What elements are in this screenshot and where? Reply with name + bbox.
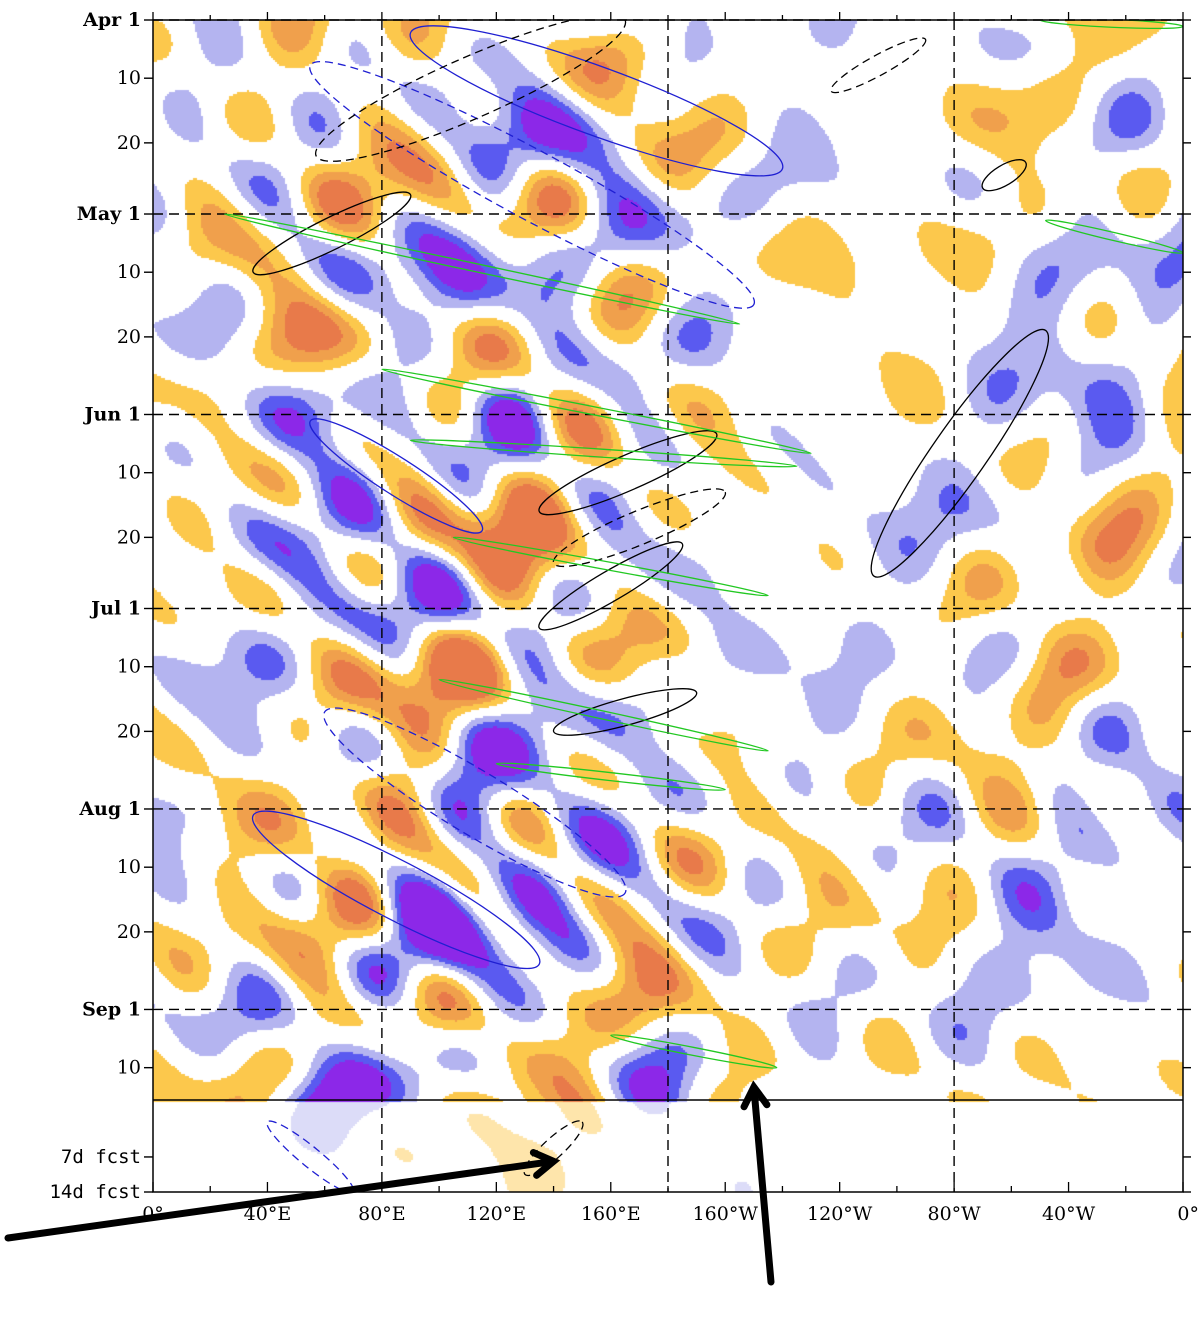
- contour-ellipse: [1045, 219, 1183, 254]
- y-tick-label: Aug 1: [78, 798, 141, 820]
- contour-ellipse: [538, 430, 718, 516]
- contour-ellipse: [438, 678, 769, 752]
- contour-ellipse: [309, 60, 756, 309]
- y-tick-label: 10: [117, 856, 141, 878]
- x-tick-label: 80°E: [358, 1203, 406, 1225]
- annotation-arrow-shaft: [750, 1089, 775, 1286]
- contour-ellipse: [495, 762, 726, 791]
- y-tick-label: 20: [117, 132, 141, 154]
- contour-ellipse: [830, 37, 927, 94]
- contour-ellipse: [309, 418, 484, 534]
- contour-ellipse: [523, 1120, 584, 1177]
- x-tick-label: 120°E: [467, 1203, 527, 1225]
- contour-ellipse: [252, 191, 412, 276]
- contour-ellipse: [266, 1120, 355, 1192]
- y-tick-label: May 1: [77, 203, 141, 225]
- y-tick-label: 20: [117, 526, 141, 548]
- contour-ellipse: [610, 1034, 778, 1069]
- y-tick-label: 20: [117, 326, 141, 348]
- contour-ellipse: [552, 488, 727, 568]
- y-tick-label: Jun 1: [83, 403, 141, 425]
- x-tick-label: 120°W: [807, 1203, 873, 1225]
- x-tick-label: 80°W: [928, 1203, 982, 1225]
- annotation-arrow-head: [529, 1149, 561, 1179]
- y-tick-label: Sep 1: [82, 998, 141, 1020]
- y-tick-label: 10: [117, 67, 141, 89]
- contour-ellipse: [409, 439, 798, 468]
- y-tick-label: 10: [117, 656, 141, 678]
- annotation-arrows: [4, 1080, 775, 1286]
- contour-ellipse: [323, 707, 627, 898]
- y-tick-label: 20: [117, 720, 141, 742]
- contour-ellipse: [452, 536, 769, 597]
- x-tick-label: 160°W: [693, 1203, 759, 1225]
- contour-ellipse: [409, 25, 784, 177]
- y-tick-label: Jul 1: [89, 598, 141, 620]
- contour-ellipse: [538, 541, 684, 631]
- y-axis: Apr 1 10 20 May 1 10 20 Jun 1 10 20 Jul 1 10 20 Aug …: [49, 9, 1191, 1203]
- x-tick-label: 0°: [1177, 1203, 1199, 1225]
- y-tick-label: 10: [117, 1057, 141, 1079]
- x-tick-label: 40°E: [244, 1203, 292, 1225]
- contour-ellipse: [381, 368, 812, 455]
- x-tick-label: 160°E: [581, 1203, 641, 1225]
- contour-ellipse: [870, 328, 1050, 578]
- annotation-arrow-shaft: [4, 1158, 552, 1242]
- y-tick-label: 14d fcst: [49, 1181, 141, 1203]
- y-tick-label: 10: [117, 261, 141, 283]
- annotation-arrow-head: [740, 1080, 771, 1111]
- y-tick-label: 7d fcst: [61, 1146, 141, 1168]
- y-tick-label: 10: [117, 462, 141, 484]
- y-tick-label: Apr 1: [82, 9, 141, 31]
- contour-ellipse: [981, 159, 1027, 192]
- y-tick-label: 20: [117, 921, 141, 943]
- x-tick-label: 40°W: [1042, 1203, 1096, 1225]
- contour-ellipse: [223, 213, 741, 325]
- contour-ellipse: [251, 810, 541, 970]
